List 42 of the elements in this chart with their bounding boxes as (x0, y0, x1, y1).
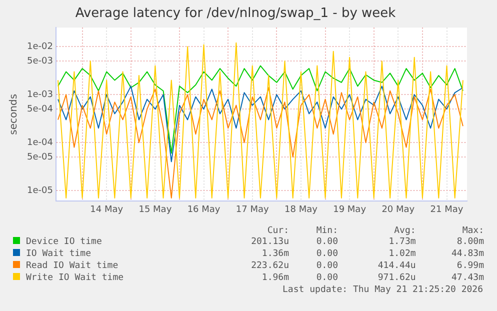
text: 414.44u (376, 260, 416, 272)
x-tick-label: 18 May (284, 204, 318, 215)
text: 8.00m (456, 236, 484, 248)
text: 0.00 (315, 272, 338, 284)
legend-label: IO Wait time (25, 248, 92, 260)
text: 47.43m (450, 272, 484, 284)
text: Avg: (393, 226, 416, 236)
y-tick-label: 5e-04 (26, 104, 54, 114)
x-tick-label: 21 May (430, 204, 464, 215)
x-tick-label: 20 May (382, 204, 416, 215)
chart-title: Average latency for /dev/nlnog/swap_1 - by week (75, 6, 396, 22)
y-tick-label: 1e-02 (26, 42, 53, 52)
text: 1.96m (260, 272, 290, 284)
text: 6.99m (456, 260, 484, 272)
x-tick-label: 15 May (138, 204, 172, 215)
text: Last update: Thu May 21 21:25:20 2026 (282, 284, 484, 296)
text: 0.00 (315, 260, 338, 272)
legend-label: Device IO time (25, 236, 103, 248)
x-tick-label: 16 May (187, 204, 221, 215)
text: Min: (315, 226, 338, 236)
y-tick-label: 5e-05 (26, 152, 53, 162)
x-tick-label: 14 May (90, 204, 124, 215)
text: 1.02m (388, 248, 416, 260)
text: 0.00 (315, 236, 338, 248)
text: 0.00 (315, 248, 338, 260)
y-tick-label: 1e-04 (26, 138, 54, 148)
x-tick-label: 17 May (236, 204, 270, 215)
text: 1.36m (260, 248, 290, 260)
y-axis-title: seconds (8, 94, 20, 135)
y-tick-label: 5e-03 (26, 56, 53, 66)
x-tick-label: 19 May (333, 204, 367, 215)
legend-label: Write IO Wait time (25, 272, 125, 284)
text: 44.83m (450, 248, 484, 260)
text: Cur: (266, 226, 290, 236)
text: 223.62u (250, 260, 290, 272)
y-tick-label: 1e-03 (26, 90, 53, 100)
text: 201.13u (250, 236, 290, 248)
y-tick-label: 1e-05 (26, 186, 53, 196)
text: Max: (461, 226, 484, 236)
text: 971.62u (376, 272, 416, 284)
legend-label: Read IO Wait time (25, 260, 120, 272)
text: 1.73m (388, 236, 416, 248)
